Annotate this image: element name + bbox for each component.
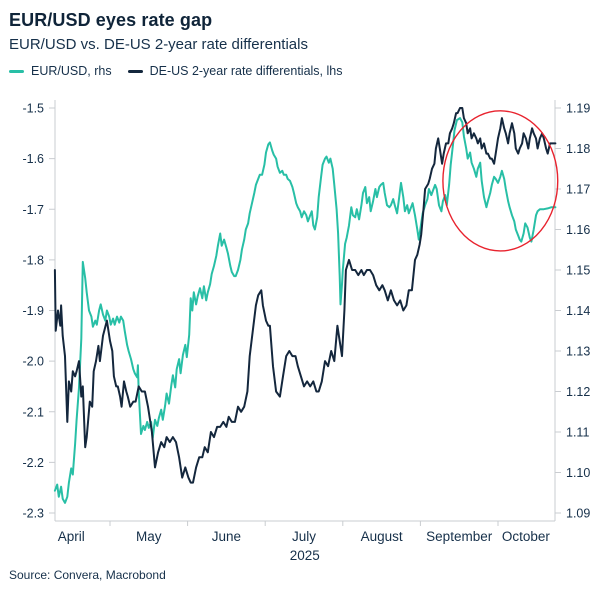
x-axis-month-label: August	[361, 529, 403, 544]
legend-swatch-differentials-icon	[127, 69, 143, 73]
legend-label-eurusd: EUR/USD, rhs	[31, 64, 112, 78]
x-axis-month-label: July	[292, 529, 316, 544]
y-axis-left-tick-label: -1.7	[22, 203, 44, 217]
rate-differential-line	[53, 107, 557, 484]
x-axis-month-label: May	[136, 529, 162, 544]
eurusd-line	[53, 117, 557, 504]
y-axis-left-tick-label: -2.1	[22, 405, 44, 419]
legend-item-eurusd: EUR/USD, rhs	[9, 64, 112, 78]
y-axis-left-tick-label: -1.6	[22, 152, 44, 166]
y-axis-right-tick-label: 1.17	[566, 183, 590, 197]
y-axis-right-tick-label: 1.11	[566, 426, 589, 440]
y-axis-left-tick-label: -1.8	[22, 253, 44, 267]
page-title: EUR/USD eyes rate gap	[9, 10, 213, 30]
y-axis-right-tick-label: 1.15	[566, 264, 590, 278]
x-axis-month-label: October	[502, 529, 551, 544]
x-axis-month-label: April	[58, 529, 85, 544]
y-axis-right-tick-label: 1.16	[566, 223, 590, 237]
x-axis-month-label: September	[426, 529, 493, 544]
x-axis-month-label: June	[212, 529, 241, 544]
y-axis-right-tick-label: 1.14	[566, 304, 590, 318]
y-axis-left-tick-label: -1.5	[22, 102, 44, 116]
highlight-ellipse	[442, 110, 559, 252]
y-axis-right-tick-label: 1.12	[566, 385, 590, 399]
legend: EUR/USD, rhs DE-US 2-year rate different…	[9, 64, 342, 78]
legend-swatch-eurusd-icon	[9, 69, 24, 73]
y-axis-right-tick-label: 1.13	[566, 345, 590, 359]
y-axis-right-tick-label: 1.10	[566, 466, 590, 480]
y-axis-left-tick-label: -2.2	[22, 456, 44, 470]
page-subtitle: EUR/USD vs. DE-US 2-year rate differenti…	[9, 36, 308, 53]
y-axis-left-tick-label: -2.0	[22, 355, 44, 369]
source-note: Source: Convera, Macrobond	[9, 568, 166, 582]
y-axis-left-tick-label: -1.9	[22, 304, 44, 318]
y-axis-right-tick-label: 1.19	[566, 102, 590, 116]
y-axis-right-tick-label: 1.18	[566, 142, 590, 156]
y-axis-left-tick-label: -2.3	[22, 507, 44, 521]
x-axis-year-label: 2025	[290, 548, 320, 563]
legend-item-differentials: DE-US 2-year rate differentials, lhs	[127, 64, 343, 78]
legend-label-differentials: DE-US 2-year rate differentials, lhs	[149, 64, 343, 78]
y-axis-right-tick-label: 1.09	[566, 507, 590, 521]
